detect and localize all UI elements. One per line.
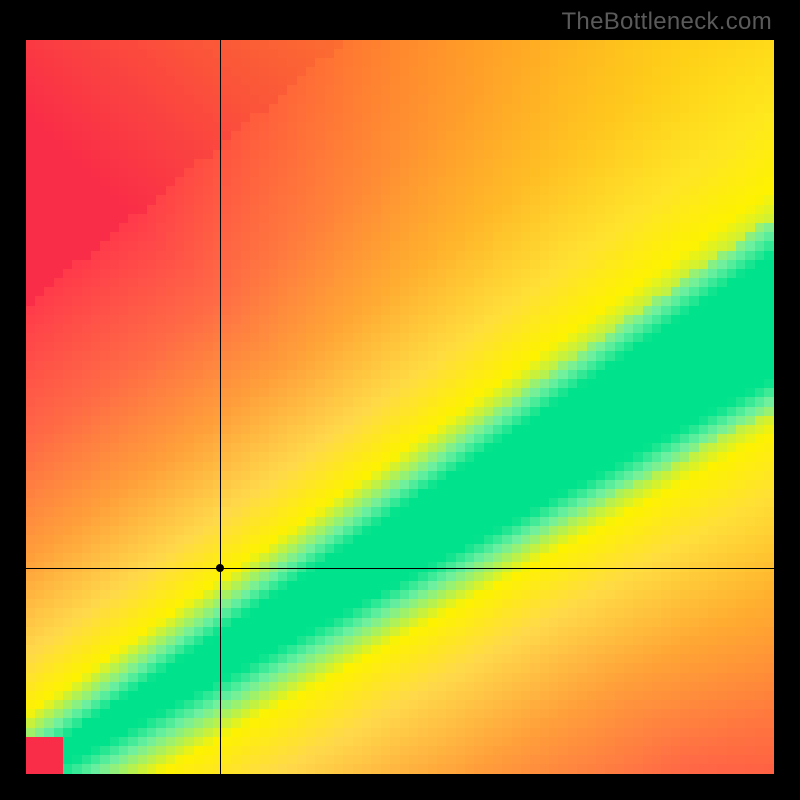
heatmap-plot bbox=[26, 40, 774, 774]
marker-dot bbox=[216, 564, 224, 572]
crosshair-horizontal bbox=[26, 568, 774, 569]
crosshair-vertical bbox=[220, 40, 221, 774]
heatmap-canvas bbox=[26, 40, 774, 774]
watermark-text: TheBottleneck.com bbox=[561, 8, 772, 36]
